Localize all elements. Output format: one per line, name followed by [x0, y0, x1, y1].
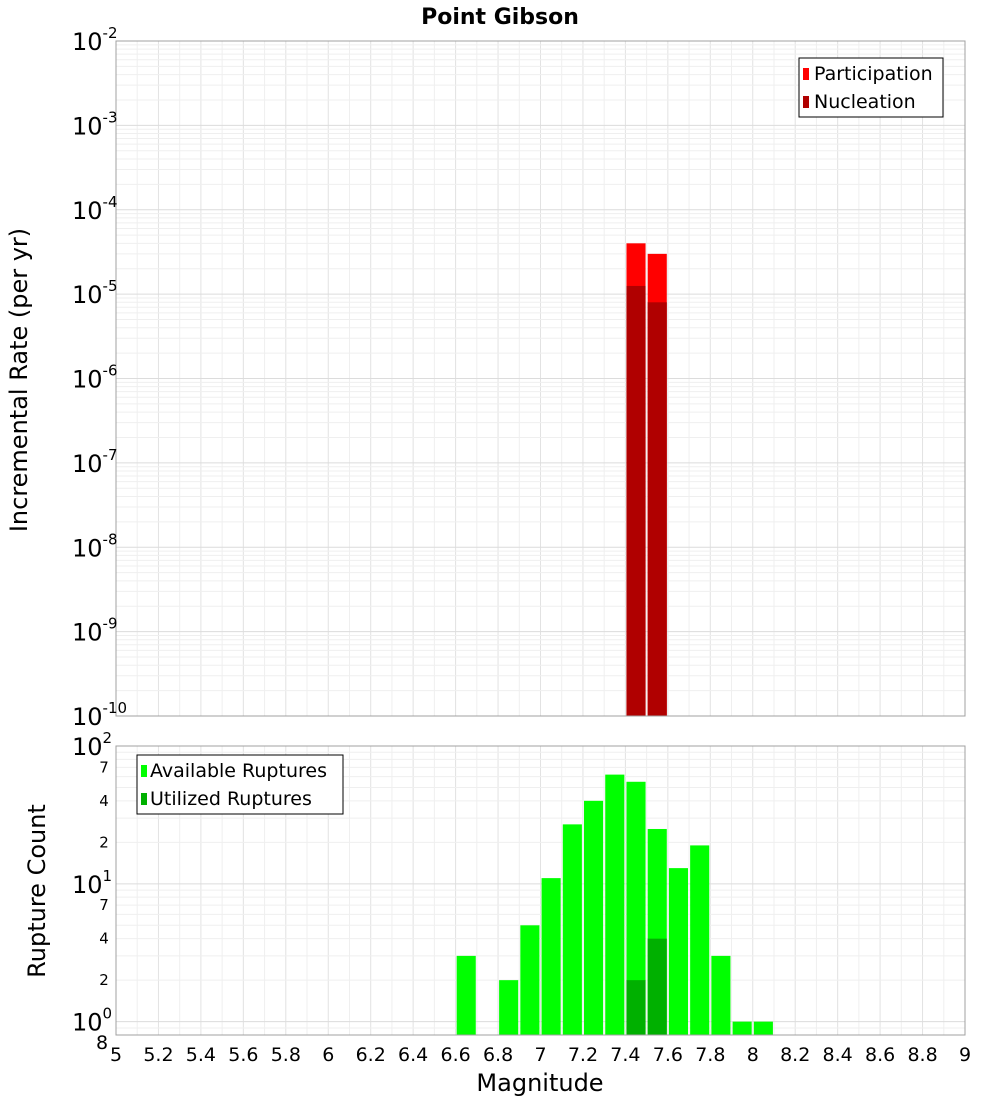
legend-label-nucleation: Nucleation	[814, 91, 916, 113]
x-tick-label: 5	[110, 1044, 122, 1066]
bottom-bar-available-ruptures	[753, 1021, 773, 1035]
bottom-bar-available-ruptures	[626, 781, 646, 1035]
x-tick-label: 8	[747, 1044, 759, 1066]
bottom-y-minor-tick-label: 4	[99, 792, 109, 810]
bottom-y-axis-label: Rupture Count	[23, 804, 51, 978]
legend-swatch-nucleation	[803, 96, 809, 108]
legend-swatch-available-ruptures	[141, 765, 147, 777]
top-bar-nucleation	[647, 302, 667, 716]
bottom-bar-available-ruptures	[690, 845, 710, 1035]
top-y-tick-label: 10-7	[72, 446, 118, 478]
bottom-bar-available-ruptures	[605, 774, 625, 1035]
bottom-bar-available-ruptures	[499, 980, 519, 1035]
bottom-bar-available-ruptures	[541, 878, 561, 1035]
top-y-tick-label: 10-6	[72, 362, 118, 394]
top-y-tick-label: 10-10	[72, 699, 127, 731]
bottom-y-minor-tick-label: 7	[99, 896, 109, 914]
bottom-bar-utilized-ruptures	[647, 938, 667, 1035]
top-y-axis-label: Incremental Rate (per yr)	[5, 228, 33, 532]
bottom-bars	[456, 774, 773, 1035]
x-tick-label: 8.2	[780, 1044, 810, 1066]
top-legend: Participation Nucleation	[798, 57, 944, 118]
x-tick-label: 8.8	[907, 1044, 937, 1066]
x-tick-label: 6	[322, 1044, 334, 1066]
top-y-tick-label: 10-3	[72, 108, 118, 140]
top-gridlines	[115, 40, 966, 717]
top-y-tick-label: 10-2	[72, 24, 118, 56]
x-tick-label: 5.8	[271, 1044, 301, 1066]
bottom-bar-available-ruptures	[668, 868, 689, 1035]
x-tick-label: 6.2	[356, 1044, 386, 1066]
bottom-y-minor-tick-label: 8	[96, 1032, 108, 1054]
bottom-y-minor-tick-label: 4	[99, 930, 109, 948]
bottom-legend-box	[136, 754, 344, 815]
bottom-y-minor-tick-label: 2	[99, 971, 109, 989]
chart-title: Point Gibson	[421, 5, 579, 30]
bottom-bar-available-ruptures	[456, 955, 476, 1035]
x-tick-label: 7	[534, 1044, 546, 1066]
top-y-tick-label: 10-5	[72, 277, 118, 309]
x-tick-label: 5.4	[186, 1044, 216, 1066]
top-y-tick-label: 10-8	[72, 530, 118, 562]
x-tick-label: 7.2	[568, 1044, 598, 1066]
legend-label-participation: Participation	[814, 63, 933, 85]
x-tick-label: 5.6	[228, 1044, 258, 1066]
top-bars	[626, 243, 667, 716]
bottom-y-major-tick-label: 102	[72, 729, 112, 761]
bottom-bar-available-ruptures	[584, 800, 604, 1035]
x-tick-label: 7.8	[695, 1044, 725, 1066]
bottom-plot-frame	[115, 745, 966, 1036]
x-tick-label: 7.6	[653, 1044, 683, 1066]
bottom-bar-available-ruptures	[520, 925, 540, 1035]
top-bar-nucleation	[626, 285, 646, 716]
bottom-bar-available-ruptures	[562, 824, 582, 1035]
legend-swatch-utilized-ruptures	[141, 793, 147, 805]
x-axis-label: Magnitude	[476, 1069, 603, 1097]
bottom-bar-available-ruptures	[732, 1021, 752, 1035]
bottom-legend: Available Ruptures Utilized Ruptures	[136, 754, 344, 815]
top-y-tick-label: 10-4	[72, 193, 118, 225]
bottom-y-minor-tick-label: 2	[99, 833, 109, 851]
top-y-tick-labels: 10-10 10-9 10-8 10-7 10-6 10-5 10-4 10-3 10-2	[72, 24, 127, 731]
legend-swatch-participation	[803, 68, 809, 80]
bottom-y-tick-labels: 100 101 102 8 2 4 7 2 4 7	[72, 729, 112, 1054]
x-tick-label: 8.4	[823, 1044, 853, 1066]
x-tick-label: 8.6	[865, 1044, 895, 1066]
bottom-bar-utilized-ruptures	[626, 980, 646, 1035]
top-legend-box	[798, 57, 944, 118]
x-tick-label: 5.2	[143, 1044, 173, 1066]
legend-label-utilized-ruptures: Utilized Ruptures	[150, 788, 312, 810]
bottom-y-minor-tick-label: 7	[99, 758, 109, 776]
x-tick-label: 9	[959, 1044, 971, 1066]
legend-label-available-ruptures: Available Ruptures	[150, 760, 327, 782]
bottom-y-major-tick-label: 101	[72, 867, 112, 899]
bottom-y-major-tick-label: 100	[72, 1005, 112, 1037]
x-tick-label: 7.4	[610, 1044, 640, 1066]
top-plot-frame	[115, 40, 966, 717]
x-tick-label: 6.8	[483, 1044, 513, 1066]
x-tick-label: 6.4	[398, 1044, 428, 1066]
top-y-tick-label: 10-9	[72, 615, 118, 647]
x-tick-labels: 5 5.2 5.4 5.6 5.8 6 6.2 6.4 6.6 6.8 7 7.2 7.4 7.6 7.8 8…	[110, 1044, 971, 1066]
x-tick-label: 6.6	[440, 1044, 470, 1066]
bottom-bar-available-ruptures	[711, 955, 731, 1035]
